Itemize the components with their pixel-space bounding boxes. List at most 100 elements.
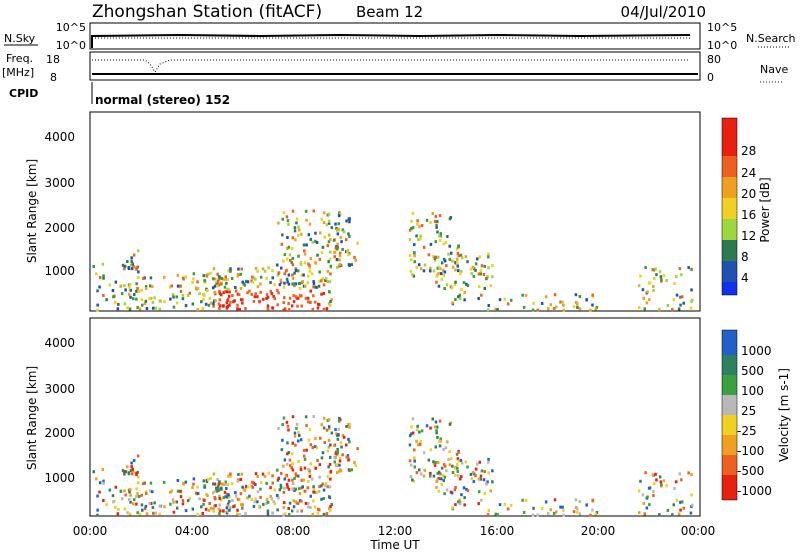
echo-cell <box>276 273 280 277</box>
echo-cell <box>230 277 234 280</box>
echo-cell <box>283 486 286 490</box>
echo-cell <box>460 269 463 273</box>
beam-label: Beam 12 <box>356 3 423 21</box>
echo-cell <box>337 222 340 226</box>
echo-cell <box>679 295 682 299</box>
echo-cell <box>307 274 310 278</box>
echo-cell <box>451 471 455 474</box>
echo-cell <box>660 278 663 282</box>
echo-cell <box>276 288 279 292</box>
echo-cell <box>128 285 131 289</box>
echo-cell <box>132 297 135 301</box>
echo-cell <box>290 509 294 513</box>
echo-cell <box>303 261 307 265</box>
echo-cell <box>271 306 274 310</box>
echo-cell <box>458 498 462 502</box>
echo-cell <box>314 231 317 235</box>
echo-cell <box>276 468 279 472</box>
echo-cell <box>212 286 215 290</box>
echo-cell <box>188 291 191 295</box>
echo-cell <box>130 267 134 271</box>
vel-cb-tick-1000: 1000 <box>741 344 772 358</box>
echo-cell <box>299 262 303 266</box>
echo-cell <box>186 294 190 297</box>
echo-cell <box>196 513 200 517</box>
echo-cell <box>137 481 140 485</box>
echo-cell <box>408 238 412 242</box>
echo-cell <box>135 289 138 293</box>
echo-cell <box>486 480 489 484</box>
echo-cell <box>293 226 297 230</box>
echo-cell <box>298 499 302 503</box>
echo-cell <box>149 481 153 485</box>
echo-cell <box>562 513 565 517</box>
echo-cell <box>330 431 334 435</box>
power-cb-tick-8: 8 <box>741 250 749 264</box>
echo-cell <box>276 493 279 497</box>
echo-cell <box>451 506 454 510</box>
echo-cell <box>253 500 257 504</box>
echo-cell <box>239 492 243 496</box>
echo-cell <box>154 511 158 515</box>
echo-cell <box>680 273 683 277</box>
echo-cell <box>226 483 229 487</box>
echo-cell <box>322 512 326 516</box>
echo-cell <box>294 269 298 272</box>
echo-cell <box>126 511 129 515</box>
echo-cell <box>218 307 221 310</box>
echo-cell <box>646 495 649 499</box>
vel-cb-tick-neg100: -100 <box>737 444 764 458</box>
echo-cell <box>123 264 126 268</box>
echo-cell <box>170 489 173 493</box>
echo-cell <box>169 502 172 506</box>
echo-cell <box>222 483 225 487</box>
echo-cell <box>348 425 351 429</box>
echo-cell <box>480 469 484 473</box>
echo-cell <box>317 284 321 288</box>
echo-cell <box>423 468 427 472</box>
echo-cell <box>477 285 481 289</box>
echo-cell <box>315 241 319 244</box>
echo-cell <box>435 431 438 435</box>
echo-cell <box>325 428 329 432</box>
echo-cell <box>252 299 256 303</box>
echo-cell <box>429 426 432 430</box>
echo-cell <box>98 285 101 289</box>
echo-cell <box>326 244 329 248</box>
echo-cell <box>287 487 291 491</box>
echo-cell <box>327 260 330 264</box>
echo-cell <box>223 490 227 494</box>
echo-cell <box>288 501 292 505</box>
echo-cell <box>269 486 272 490</box>
echo-cell <box>312 294 315 298</box>
echo-cell <box>101 262 105 266</box>
echo-cell <box>299 232 303 236</box>
echo-cell <box>308 505 312 509</box>
echo-cell <box>105 503 108 507</box>
echo-cell <box>295 426 298 430</box>
echo-cell <box>203 293 206 297</box>
echo-cell <box>136 470 140 474</box>
echo-cell <box>121 469 125 473</box>
echo-cell <box>228 290 231 294</box>
echo-cell <box>326 280 330 284</box>
echo-cell <box>435 485 438 489</box>
echo-cell <box>126 465 129 469</box>
echo-cell <box>138 512 142 516</box>
echo-cell <box>148 297 151 300</box>
echo-cell <box>290 304 294 308</box>
echo-cell <box>440 466 444 470</box>
echo-cell <box>408 254 412 257</box>
echo-cell <box>304 415 308 419</box>
echo-cell <box>287 245 291 249</box>
echo-cell <box>296 501 300 505</box>
echo-cell <box>476 462 479 466</box>
echo-cell <box>536 513 539 517</box>
echo-cell <box>111 289 115 292</box>
echo-cell <box>347 253 350 257</box>
echo-cell <box>217 482 221 486</box>
echo-cell <box>442 463 446 467</box>
power-colorbar-swatch-2 <box>722 240 737 261</box>
echo-cell <box>169 297 172 301</box>
echo-cell <box>222 278 225 281</box>
